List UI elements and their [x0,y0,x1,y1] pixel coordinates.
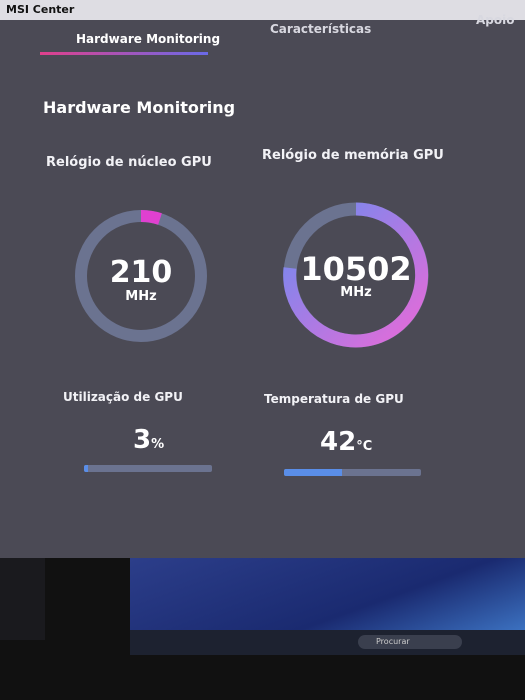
ring-arc [140,209,162,225]
gauge-label: Relógio de núcleo GPU [46,155,212,170]
meter-value: 3% [133,425,164,455]
taskbar: Procurar [130,630,525,655]
gauge-label: Relógio de memória GPU [262,148,444,163]
gauge-value: 210 [109,255,173,290]
ring-arc [283,202,429,348]
gauge-unit: MHz [340,285,372,300]
meter-fill [284,469,342,476]
meter-track [284,469,421,476]
tab[interactable]: Características [270,22,372,36]
meter-track [84,465,212,472]
meter-label: Temperatura de GPU [264,392,404,406]
tab-underline [40,52,208,55]
meter-label: Utilização de GPU [63,390,183,404]
section-title: Hardware Monitoring [43,98,236,117]
meter-fill [84,465,88,472]
gauge-value: 10502 [300,250,412,288]
tab[interactable]: Hardware Monitoring [76,32,221,46]
value: 3 [133,425,152,455]
unit: % [151,437,165,452]
search-box[interactable]: Procurar [358,635,462,649]
tab[interactable]: Apoio [476,13,515,27]
gauge-unit: MHz [125,289,157,304]
gauges [75,202,429,348]
meter-value: 42°C [320,427,372,457]
value: 42 [320,427,357,457]
wallpaper [130,558,525,638]
title-bar: MSI Center [0,0,525,20]
unit: °C [356,439,373,454]
app-window: MSI Center Hardware Monitoring Caracterí… [0,0,525,558]
